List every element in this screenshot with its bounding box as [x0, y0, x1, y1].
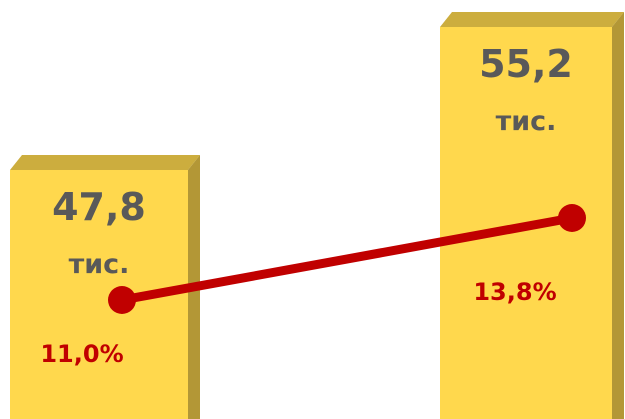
- line-value-label: 11,0%: [40, 340, 124, 368]
- bar-value-label: 55,2 тис.: [479, 42, 573, 137]
- bar-side: [612, 12, 624, 419]
- bar-value-label: 47,8 тис.: [52, 185, 146, 280]
- bar-top: [10, 155, 200, 170]
- line-point: [558, 204, 586, 232]
- line: [121, 213, 573, 305]
- line-point: [108, 286, 136, 314]
- line-value-label: 13,8%: [473, 278, 557, 306]
- bar-top: [440, 12, 624, 27]
